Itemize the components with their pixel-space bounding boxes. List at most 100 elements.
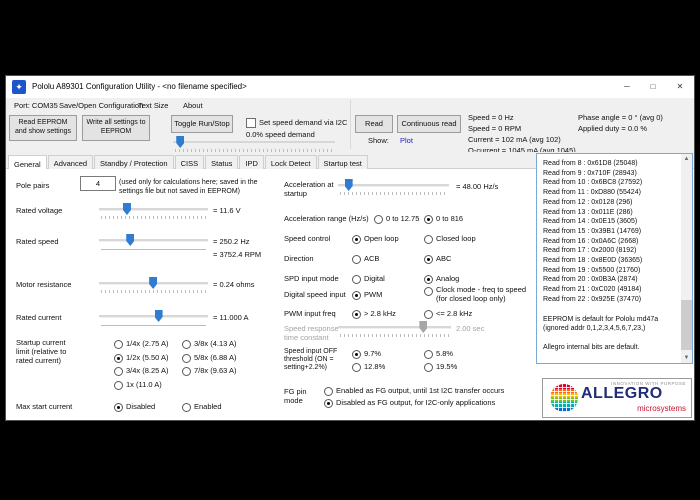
speed-demand-slider[interactable]: [173, 135, 335, 152]
radio-icon[interactable]: [324, 386, 333, 396]
radio-direction-acb[interactable]: ACB: [352, 254, 379, 264]
read-button[interactable]: Read: [355, 115, 393, 133]
radio-icon[interactable]: [352, 274, 361, 284]
slider-thumb[interactable]: [154, 310, 163, 322]
radio-icon-selected[interactable]: [324, 398, 333, 408]
radio-spd-digital[interactable]: Digital: [352, 274, 385, 284]
radio-icon[interactable]: [424, 234, 433, 244]
title-bar[interactable]: ✦ Pololu A89301 Configuration Utility - …: [6, 76, 694, 98]
slider-track[interactable]: [99, 315, 208, 318]
radio-icon-selected[interactable]: [114, 402, 123, 412]
radio-startup-quarter[interactable]: 1/4x (2.75 A): [114, 339, 169, 349]
minimize-button[interactable]: ─: [624, 82, 630, 91]
radio-accel-range-high[interactable]: 0 to 816: [424, 214, 463, 224]
radio-fg-enabled[interactable]: Enabled as FG output, until 1st I2C tran…: [324, 386, 504, 396]
radio-icon-selected[interactable]: [352, 349, 361, 359]
radio-pwm-freq-high[interactable]: > 2.8 kHz: [352, 309, 396, 319]
acceleration-slider[interactable]: [338, 178, 449, 195]
scroll-up-icon[interactable]: ▲: [683, 156, 690, 162]
radio-threshold-19-5[interactable]: 19.5%: [424, 362, 457, 372]
slider-thumb[interactable]: [122, 203, 131, 215]
slider-track[interactable]: [338, 184, 449, 187]
radio-icon-selected[interactable]: [114, 353, 123, 363]
radio-icon[interactable]: [424, 349, 433, 359]
radio-icon[interactable]: [114, 380, 123, 390]
menu-port[interactable]: Port: COM35: [14, 101, 58, 110]
slider-track[interactable]: [173, 141, 335, 144]
menu-save-open-configuration[interactable]: Save/Open Configuration: [59, 101, 144, 110]
motor-resistance-slider[interactable]: [99, 276, 208, 293]
menu-about[interactable]: About: [183, 101, 203, 110]
radio-icon[interactable]: [352, 254, 361, 264]
radio-icon[interactable]: [182, 339, 191, 349]
i2c-speed-demand-checkbox[interactable]: [246, 118, 256, 128]
radio-open-loop[interactable]: Open loop: [352, 234, 399, 244]
radio-startup-half[interactable]: 1/2x (5.50 A): [114, 353, 169, 363]
scroll-down-icon[interactable]: ▼: [683, 355, 690, 361]
rated-speed-slider[interactable]: [99, 233, 208, 250]
radio-icon[interactable]: [424, 362, 433, 372]
tab-standby-protection[interactable]: Standby / Protection: [94, 155, 174, 170]
pole-pairs-input[interactable]: 4: [80, 176, 116, 191]
radio-icon-selected[interactable]: [424, 274, 433, 284]
toggle-run-stop-button[interactable]: Toggle Run/Stop: [171, 115, 233, 133]
radio-startup-five-eighths[interactable]: 5/8x (6.88 A): [182, 353, 237, 363]
menu-text-size[interactable]: Text Size: [138, 101, 169, 110]
slider-thumb[interactable]: [149, 277, 158, 289]
radio-icon[interactable]: [424, 286, 433, 296]
radio-spd-analog[interactable]: Analog: [424, 274, 459, 284]
radio-closed-loop[interactable]: Closed loop: [424, 234, 476, 244]
slider-thumb[interactable]: [176, 136, 185, 148]
radio-fg-disabled[interactable]: Disabled as FG output, for I2C-only appl…: [324, 398, 495, 408]
tab-general[interactable]: General: [8, 155, 47, 171]
continuous-read-button[interactable]: Continuous read: [397, 115, 461, 133]
radio-icon[interactable]: [424, 309, 433, 319]
radio-icon-selected[interactable]: [424, 254, 433, 264]
radio-accel-range-low[interactable]: 0 to 12.75: [374, 214, 419, 224]
radio-threshold-12-8[interactable]: 12.8%: [352, 362, 385, 372]
write-eeprom-button[interactable]: Write all settings to EEPROM: [82, 115, 150, 141]
radio-icon[interactable]: [182, 402, 191, 412]
maximize-button[interactable]: □: [650, 82, 656, 91]
radio-threshold-9-7[interactable]: 9.7%: [352, 349, 381, 359]
radio-icon[interactable]: [182, 366, 191, 376]
radio-icon-selected[interactable]: [424, 214, 433, 224]
radio-clock-mode[interactable]: Clock mode - freq to speed (for closed l…: [424, 285, 532, 303]
tab-lock-detect[interactable]: Lock Detect: [264, 155, 317, 170]
radio-max-start-enabled[interactable]: Enabled: [182, 402, 222, 412]
read-eeprom-button[interactable]: Read EEPROM and show settings: [9, 115, 77, 141]
radio-icon-selected[interactable]: [352, 309, 361, 319]
eeprom-log-textbox[interactable]: Read from 8 : 0x61D8 (25048) Read from 9…: [536, 153, 693, 364]
radio-pwm-freq-low[interactable]: <= 2.8 kHz: [424, 309, 472, 319]
rated-voltage-slider[interactable]: [99, 202, 208, 219]
radio-icon-selected[interactable]: [352, 234, 361, 244]
slider-track[interactable]: [99, 208, 208, 211]
close-button[interactable]: ✕: [676, 82, 684, 91]
tab-status[interactable]: Status: [205, 155, 239, 170]
radio-direction-abc[interactable]: ABC: [424, 254, 451, 264]
radio-icon[interactable]: [352, 362, 361, 372]
scroll-thumb[interactable]: [681, 300, 692, 350]
tab-ipd[interactable]: IPD: [239, 155, 264, 170]
radio-icon[interactable]: [182, 353, 191, 363]
radio-startup-three-quarters[interactable]: 3/4x (8.25 A): [114, 366, 169, 376]
radio-icon[interactable]: [114, 366, 123, 376]
log-scrollbar[interactable]: ▲ ▼: [681, 154, 692, 363]
rated-current-slider[interactable]: [99, 309, 208, 326]
slider-track[interactable]: [99, 239, 208, 242]
tab-advanced[interactable]: Advanced: [47, 155, 94, 170]
radio-max-start-disabled[interactable]: Disabled: [114, 402, 155, 412]
radio-startup-seven-eighths[interactable]: 7/8x (9.63 A): [182, 366, 237, 376]
slider-thumb[interactable]: [126, 234, 135, 246]
radio-icon-selected[interactable]: [352, 290, 361, 300]
radio-startup-three-eighths[interactable]: 3/8x (4.13 A): [182, 339, 237, 349]
radio-icon[interactable]: [114, 339, 123, 349]
slider-thumb[interactable]: [344, 179, 353, 191]
radio-pwm[interactable]: PWM: [352, 290, 382, 300]
radio-icon[interactable]: [374, 214, 383, 224]
tab-startup-test[interactable]: Startup test: [317, 155, 368, 170]
tab-ciss[interactable]: CISS: [174, 155, 205, 170]
radio-threshold-5-8[interactable]: 5.8%: [424, 349, 453, 359]
radio-startup-1x[interactable]: 1x (11.0 A): [114, 380, 162, 390]
plot-link[interactable]: Plot: [400, 136, 413, 145]
